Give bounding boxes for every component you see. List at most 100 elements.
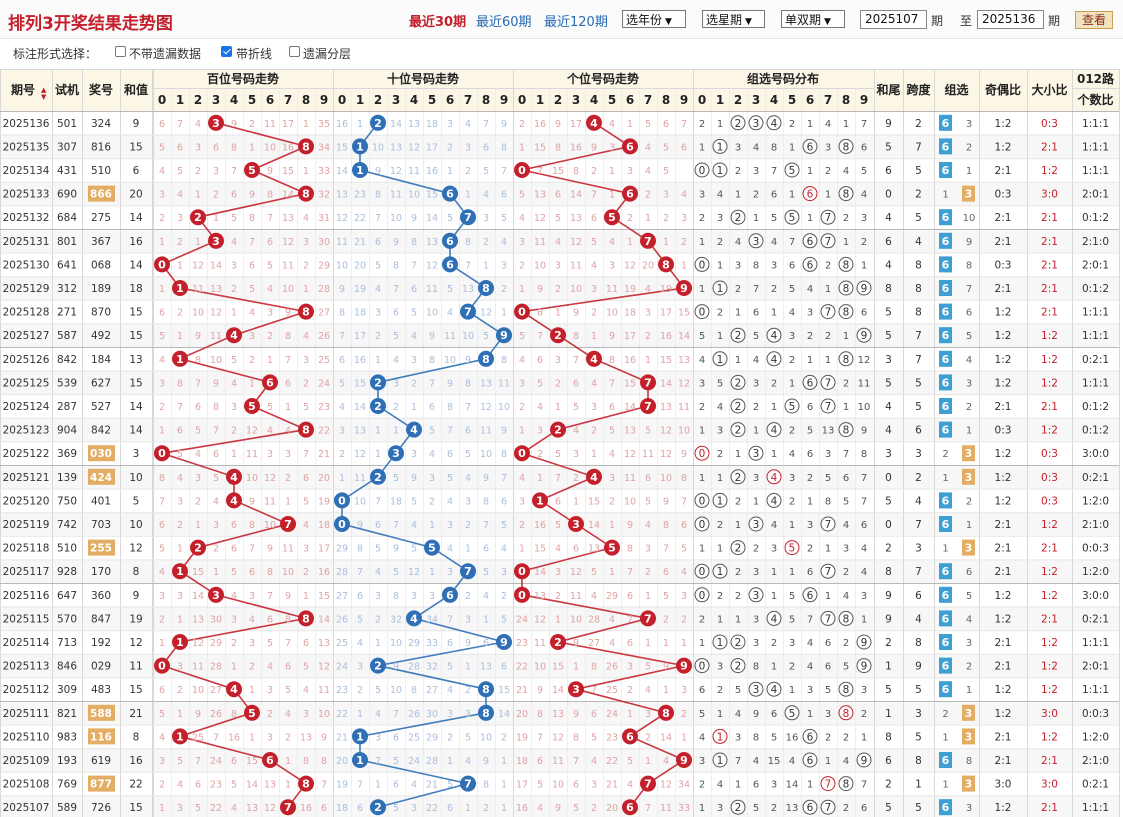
trial-cell: 431 [57, 165, 77, 177]
group-omission: 3 [825, 142, 831, 153]
checkbox-no-omission[interactable] [115, 46, 126, 57]
omission-hundreds: 6 [249, 567, 255, 578]
digit-header-units: 1 [536, 93, 544, 107]
group6-value: 6 [942, 636, 950, 649]
omission-tens: 4 [483, 591, 489, 602]
omission-hundreds: 9 [267, 166, 273, 177]
omission-tens: 3 [411, 355, 417, 366]
prize-cell: 877 [90, 779, 112, 791]
issue-cell: 2025123 [3, 425, 50, 437]
group-circle [712, 138, 728, 154]
trial-cell: 501 [57, 118, 77, 130]
omission-tens: 2 [501, 284, 507, 295]
period-link-120[interactable]: 最近120期 [544, 15, 608, 30]
omission-hundreds: 2 [249, 662, 255, 673]
tail-cell: 0 [885, 472, 892, 484]
group-omission: 1 [717, 614, 723, 625]
prize-cell: 401 [91, 495, 111, 507]
group-omission: 1 [699, 237, 705, 248]
ball-digit-tens: 9 [500, 329, 508, 342]
oddeven-cell: 2:1 [995, 755, 1012, 767]
oddeven-cell: 2:1 [995, 637, 1012, 649]
ball-digit-hundreds: 8 [302, 778, 310, 791]
group-omission: 4 [771, 520, 777, 531]
omission-tens: 1 [357, 709, 363, 720]
omission-tens: 7 [357, 567, 363, 578]
omission-hundreds: 8 [231, 709, 237, 720]
omission-hundreds: 33 [318, 166, 330, 177]
omission-hundreds: 7 [213, 426, 219, 437]
group-omission: 1 [789, 520, 795, 531]
oddeven-select[interactable]: 单双期 ▼ [781, 10, 845, 28]
group3-omission: 3 [966, 638, 972, 649]
group-circle [694, 516, 710, 532]
bigsmall-cell: 3:0 [1041, 708, 1058, 720]
digit-header-units: 0 [518, 93, 526, 107]
group-omission: 4 [699, 732, 705, 743]
group-circle [838, 186, 854, 202]
omission-hundreds: 4 [285, 709, 291, 720]
omission-tens: 9 [465, 638, 471, 649]
ball-units [658, 256, 674, 273]
span-cell: 4 [915, 495, 922, 507]
omission-hundreds: 14 [210, 260, 222, 271]
group-circle [856, 280, 872, 296]
ball-digit-units: 2 [554, 329, 562, 342]
checkbox-polyline[interactable] [221, 46, 232, 57]
omission-tens: 20 [354, 260, 366, 271]
omission-hundreds: 11 [192, 284, 204, 295]
group3-omission: 2 [966, 496, 972, 507]
omission-tens: 2 [447, 142, 453, 153]
omission-units: 4 [609, 119, 615, 130]
group-omission: 4 [699, 355, 705, 366]
group6-omission: 1 [942, 780, 948, 791]
omission-units: 4 [519, 213, 525, 224]
omission-units: 16 [534, 119, 546, 130]
group3-value: 3 [965, 730, 973, 743]
omission-hundreds: 3 [267, 732, 273, 743]
pair-highlight [88, 728, 115, 745]
bigsmall-cell: 1:2 [1041, 165, 1058, 177]
omission-hundreds: 7 [195, 756, 201, 767]
digit-header-group: 8 [842, 93, 850, 107]
ball-tens [352, 728, 368, 745]
omission-tens: 10 [390, 638, 402, 649]
omission-tens: 4 [465, 756, 471, 767]
checkbox-omission-layer[interactable] [289, 46, 300, 57]
group-omission: 9 [861, 426, 867, 437]
omission-hundreds: 12 [210, 308, 222, 319]
pair-highlight [88, 539, 115, 556]
omission-tens: 1 [447, 756, 453, 767]
week-select[interactable]: 选星期 ▼ [702, 10, 765, 28]
ball-hundreds [262, 374, 278, 391]
omission-units: 7 [627, 567, 633, 578]
omission-tens: 11 [354, 473, 366, 484]
group-omission: 3 [717, 426, 723, 437]
omission-units: 1 [645, 591, 651, 602]
year-select[interactable]: 选年份 ▼ [622, 10, 686, 28]
omission-tens: 1 [465, 190, 471, 201]
bigsmall-cell: 2:1 [1041, 236, 1058, 248]
group-circle [820, 563, 836, 579]
digit-header-group: 6 [806, 93, 814, 107]
group-omission: 4 [753, 756, 759, 767]
omission-units: 2 [519, 119, 525, 130]
year-select-value: 选年份 [626, 13, 663, 27]
omission-units: 2 [555, 378, 561, 389]
route-cell: 1:1:1 [1082, 330, 1109, 342]
omission-units: 7 [591, 685, 597, 696]
digit-header-group: 1 [716, 93, 724, 107]
sum-cell: 12 [129, 637, 142, 649]
period-link-30[interactable]: 最近30期 [409, 15, 467, 30]
view-button[interactable]: 查看 [1075, 11, 1114, 29]
period-link-60[interactable]: 最近60期 [476, 15, 532, 30]
ball-digit-units: 3 [572, 683, 580, 696]
from-issue-input[interactable]: 2025107 [860, 10, 927, 29]
group-omission: 2 [753, 544, 759, 555]
prize-cell: 275 [91, 212, 111, 224]
to-issue-input[interactable]: 2025136 [977, 10, 1044, 29]
group-digit: 8 [843, 283, 850, 295]
omission-tens: 10 [426, 308, 438, 319]
omission-units: 1 [519, 426, 525, 437]
omission-tens: 3 [411, 449, 417, 460]
